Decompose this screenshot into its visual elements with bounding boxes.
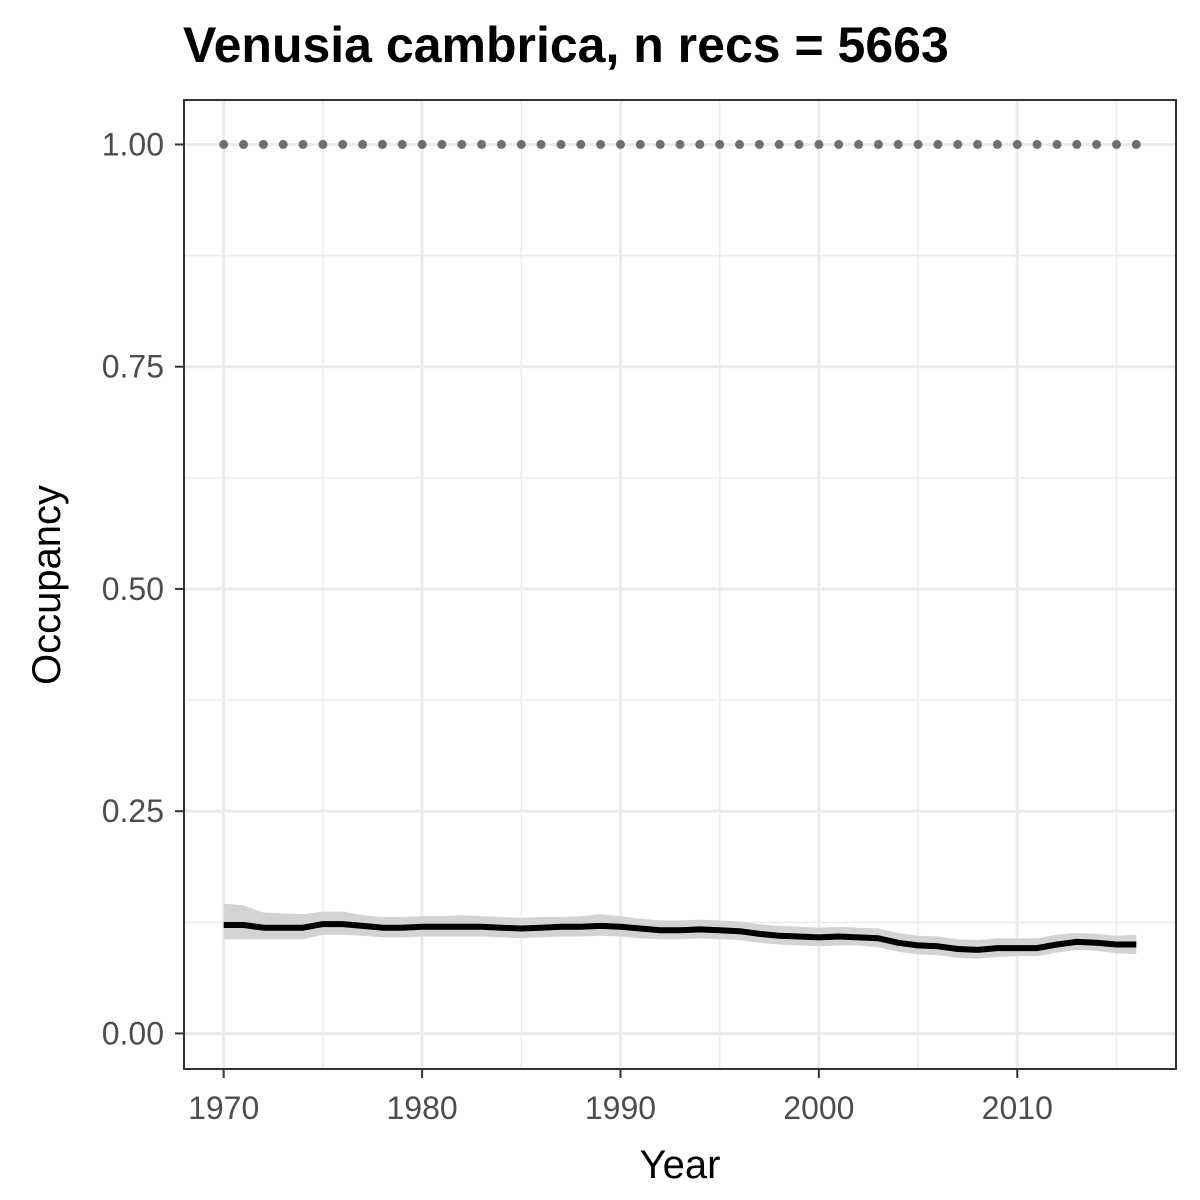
- y-tick-label: 0.00: [102, 1015, 164, 1051]
- dotted-series-point: [556, 139, 566, 149]
- dotted-series-point: [1052, 139, 1062, 149]
- dotted-series-point: [417, 139, 427, 149]
- dotted-series-point: [258, 139, 268, 149]
- dotted-series-point: [338, 139, 348, 149]
- dotted-series-point: [715, 139, 725, 149]
- y-tick-label: 1.00: [102, 126, 164, 162]
- dotted-series-point: [873, 139, 883, 149]
- dotted-series-point: [814, 139, 824, 149]
- dotted-series-point: [1072, 139, 1082, 149]
- dotted-series-points: [219, 139, 1141, 149]
- dotted-series-point: [219, 139, 229, 149]
- dotted-series-point: [735, 139, 744, 149]
- dotted-series-point: [794, 139, 804, 149]
- x-tick-label: 1990: [585, 1090, 656, 1126]
- dotted-series-point: [992, 139, 1002, 149]
- y-axis-ticks: 0.00 0.25 0.50 0.75 1.00: [102, 126, 184, 1051]
- dotted-series-point: [1112, 139, 1121, 149]
- dotted-series-point: [457, 139, 467, 149]
- dotted-series-point: [278, 139, 288, 149]
- y-tick-label: 0.75: [102, 349, 164, 385]
- dotted-series-point: [318, 139, 328, 149]
- dotted-series-point: [655, 139, 665, 149]
- dotted-series-point: [298, 139, 308, 149]
- dotted-series-point: [754, 139, 764, 149]
- x-tick-label: 2000: [783, 1090, 854, 1126]
- dotted-series-point: [358, 139, 368, 149]
- dotted-series-point: [913, 139, 923, 149]
- occupancy-trend-line: [223, 921, 1137, 953]
- dotted-series-point: [933, 139, 943, 149]
- dotted-series-point: [834, 139, 844, 149]
- x-tick-label: 1980: [386, 1090, 457, 1126]
- dotted-series-point: [1012, 139, 1022, 149]
- series-lines: [223, 921, 1137, 953]
- y-tick-label: 0.25: [102, 793, 164, 829]
- dotted-series-point: [973, 139, 983, 149]
- dotted-series-point: [516, 139, 526, 149]
- dotted-series-point: [953, 139, 963, 149]
- dotted-series-point: [437, 139, 447, 149]
- dotted-series-point: [893, 139, 903, 149]
- x-axis-ticks: 1970 1980 1990 2000 2010: [188, 1069, 1053, 1126]
- dotted-series-point: [239, 139, 248, 149]
- dotted-series-point: [477, 139, 487, 149]
- dotted-series-point: [616, 139, 625, 149]
- dotted-series-point: [1131, 139, 1141, 149]
- plot-panel-border: [183, 99, 1177, 1070]
- dotted-series-point: [774, 139, 784, 149]
- dotted-series-point: [596, 139, 606, 149]
- dotted-series-point: [675, 139, 685, 149]
- y-tick-label: 0.50: [102, 571, 164, 607]
- dotted-series-point: [1032, 139, 1042, 149]
- y-axis-title: Occupancy: [25, 485, 69, 685]
- dotted-series-point: [536, 139, 546, 149]
- x-axis-title: Year: [640, 1143, 721, 1187]
- dotted-series-point: [1092, 139, 1102, 149]
- dotted-series-point: [576, 139, 586, 149]
- dotted-series-point: [377, 139, 387, 149]
- dotted-series-point: [635, 139, 645, 149]
- dotted-series-point: [397, 139, 407, 149]
- dotted-series-point: [496, 139, 506, 149]
- dotted-series-point: [854, 139, 864, 149]
- x-tick-label: 1970: [188, 1090, 259, 1126]
- dotted-series-point: [695, 139, 705, 149]
- x-tick-label: 2010: [982, 1090, 1053, 1126]
- chart-title: Venusia cambrica, n recs = 5663: [183, 17, 949, 73]
